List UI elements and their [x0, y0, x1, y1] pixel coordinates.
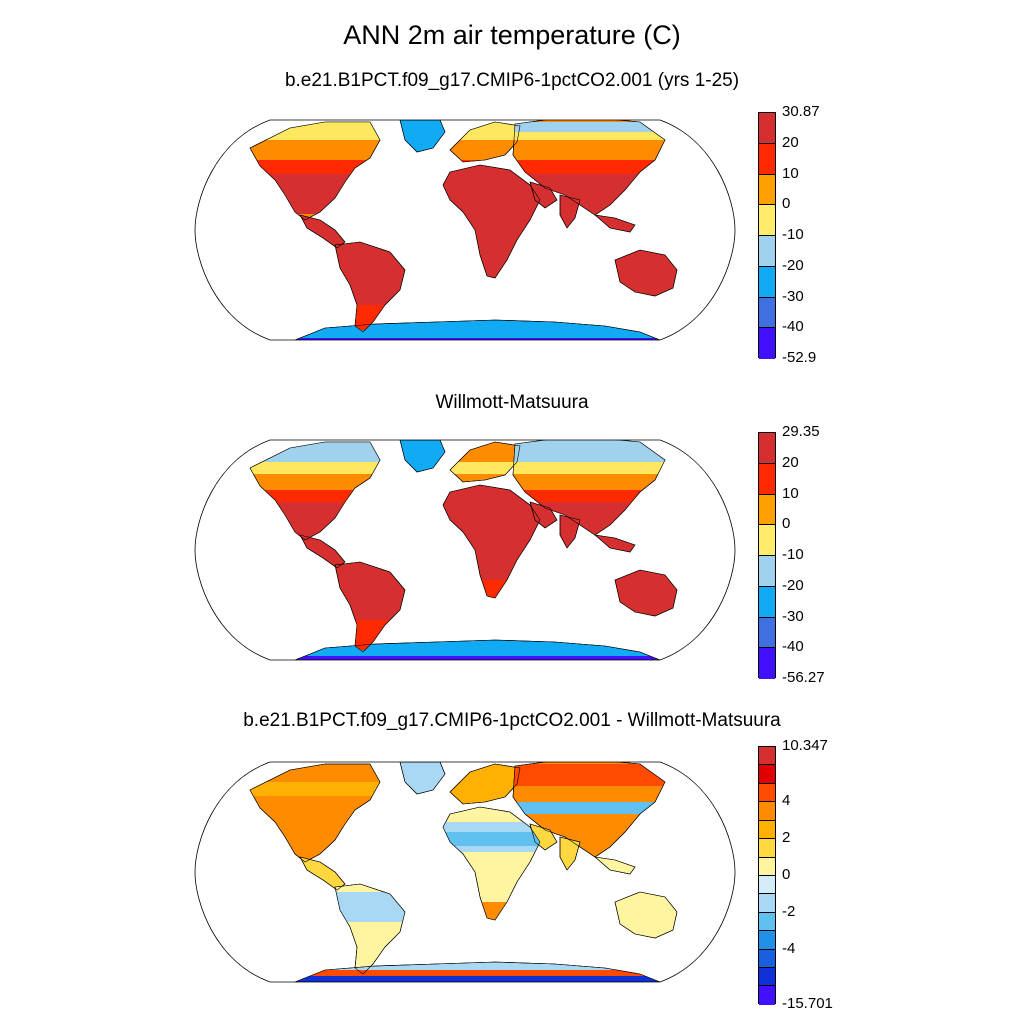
- colorbar-swatch: [759, 494, 775, 526]
- colorbar-swatch: [759, 857, 775, 876]
- colorbar-label: 0: [782, 866, 791, 883]
- colorbar-swatch: [759, 986, 775, 1005]
- colorbar-swatch: [759, 894, 775, 913]
- colorbar-label: 29.35: [782, 423, 820, 440]
- colorbar-swatch: [759, 820, 775, 840]
- figure-title: ANN 2m air temperature (C): [343, 20, 681, 50]
- temperature-band: [250, 462, 380, 474]
- temperature-band: [513, 440, 665, 462]
- colorbar-swatch: [759, 143, 775, 175]
- temperature-band: [295, 976, 660, 982]
- colorbar-label: 10: [782, 484, 799, 502]
- colorbar-label: 20: [782, 453, 799, 471]
- temperature-band: [513, 764, 665, 786]
- temperature-band: [513, 122, 665, 132]
- colorbar-label: -52.9: [782, 349, 817, 366]
- map-border: [194, 761, 736, 983]
- colorbar-label: -40: [782, 638, 804, 656]
- colorbar-label: 0: [782, 195, 791, 213]
- colorbar-swatch: [759, 297, 775, 329]
- temperature-band: [450, 462, 520, 474]
- colorbar-swatch: [759, 113, 775, 144]
- colorbar-swatch: [759, 839, 775, 858]
- colorbar-label: 2: [782, 829, 791, 847]
- temperature-band: [443, 832, 540, 846]
- colorbar-label: 10: [782, 164, 799, 182]
- panel-1-map: [194, 119, 736, 341]
- colorbar-swatch: [759, 463, 775, 495]
- colorbar-label: 20: [782, 133, 799, 151]
- temperature-band: [250, 160, 380, 174]
- colorbar-label: -30: [782, 607, 804, 625]
- panel-3-title: b.e21.B1PCT.f09_g17.CMIP6-1pctCO2.001 - …: [243, 710, 781, 731]
- temperature-band: [513, 160, 665, 174]
- colorbar-swatch: [759, 617, 775, 649]
- panel-1-colorbar: [758, 112, 776, 359]
- colorbar-label: -40: [782, 318, 804, 336]
- colorbar-swatch: [759, 968, 775, 987]
- colorbar-swatch: [759, 556, 775, 587]
- panel-2-colorbar: [758, 432, 776, 679]
- colorbar-label: -56.27: [782, 669, 825, 686]
- temperature-band: [295, 656, 660, 660]
- temperature-band: [513, 462, 665, 474]
- colorbar-swatch: [759, 205, 775, 236]
- colorbar-swatch: [759, 949, 775, 969]
- colorbar-label: -20: [782, 256, 804, 274]
- temperature-band: [295, 338, 660, 340]
- temperature-band: [513, 802, 665, 814]
- colorbar-label: -2: [782, 902, 796, 920]
- colorbar-label: -4: [782, 939, 796, 957]
- colorbar-swatch: [759, 586, 775, 618]
- panel-3-colorbar: [758, 746, 776, 1005]
- colorbar-label: 0: [782, 515, 791, 533]
- colorbar-label: -20: [782, 576, 804, 594]
- colorbar-label: -15.701: [782, 995, 833, 1012]
- colorbar-label: 30.87: [782, 103, 820, 120]
- panel-3-map: [194, 761, 736, 983]
- panel-1-title: b.e21.B1PCT.f09_g17.CMIP6-1pctCO2.001 (y…: [284, 70, 740, 91]
- colorbar-swatch: [759, 525, 775, 556]
- colorbar-swatch: [759, 433, 775, 464]
- colorbar-swatch: [759, 266, 775, 298]
- colorbar-label: -30: [782, 287, 804, 305]
- colorbar-label: 4: [782, 792, 791, 810]
- colorbar-swatch: [759, 174, 775, 206]
- temperature-band: [250, 782, 380, 796]
- panel-2-map: [194, 439, 736, 661]
- temperature-band: [513, 490, 665, 502]
- colorbar-label: 10.347: [782, 737, 828, 754]
- colorbar-swatch: [759, 765, 775, 784]
- colorbar-swatch: [759, 802, 775, 821]
- colorbar-label: -10: [782, 226, 804, 243]
- temperature-band: [295, 970, 660, 976]
- map-border: [194, 439, 736, 661]
- colorbar-label: -10: [782, 546, 804, 563]
- colorbar-swatch: [759, 931, 775, 950]
- panel-2-title: Willmott-Matsuura: [435, 392, 589, 413]
- colorbar-swatch: [759, 648, 775, 679]
- colorbar-swatch: [759, 236, 775, 267]
- colorbar-swatch: [759, 783, 775, 803]
- colorbar-swatch: [759, 875, 775, 895]
- colorbar-swatch: [759, 747, 775, 766]
- colorbar-swatch: [759, 912, 775, 932]
- colorbar-swatch: [759, 328, 775, 359]
- map-border: [194, 119, 736, 341]
